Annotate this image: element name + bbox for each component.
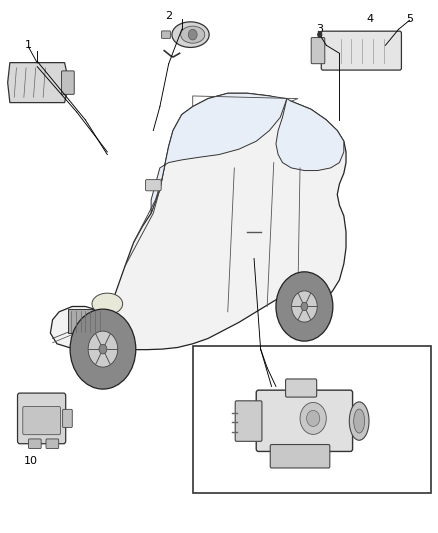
Text: 5: 5 (406, 14, 413, 23)
Text: 4: 4 (367, 14, 374, 23)
FancyBboxPatch shape (61, 71, 74, 94)
Polygon shape (8, 63, 69, 102)
Text: 6: 6 (272, 352, 279, 362)
Circle shape (300, 402, 326, 434)
Circle shape (70, 309, 136, 389)
Ellipse shape (92, 293, 123, 314)
Text: 8: 8 (272, 475, 279, 484)
Circle shape (88, 331, 118, 367)
Circle shape (188, 29, 197, 40)
Polygon shape (276, 99, 344, 171)
Circle shape (99, 344, 107, 354)
Polygon shape (151, 93, 287, 213)
FancyBboxPatch shape (235, 401, 262, 441)
Ellipse shape (172, 22, 209, 47)
FancyBboxPatch shape (256, 390, 353, 451)
Bar (193, 346, 431, 493)
FancyBboxPatch shape (145, 180, 161, 191)
Ellipse shape (349, 402, 369, 440)
Text: 9: 9 (369, 403, 376, 413)
FancyBboxPatch shape (162, 31, 170, 38)
FancyBboxPatch shape (286, 379, 317, 397)
Text: 7: 7 (209, 403, 216, 413)
Text: 2: 2 (165, 11, 172, 21)
Circle shape (292, 291, 317, 322)
FancyBboxPatch shape (23, 407, 60, 435)
FancyBboxPatch shape (311, 37, 325, 63)
FancyBboxPatch shape (321, 31, 401, 70)
FancyBboxPatch shape (270, 445, 330, 468)
FancyBboxPatch shape (18, 393, 66, 443)
Circle shape (276, 272, 333, 341)
FancyBboxPatch shape (46, 439, 59, 449)
Ellipse shape (180, 26, 205, 43)
Polygon shape (50, 93, 346, 350)
FancyBboxPatch shape (68, 309, 105, 333)
FancyBboxPatch shape (63, 409, 72, 427)
FancyBboxPatch shape (28, 439, 41, 449)
Ellipse shape (353, 409, 364, 433)
Text: 3: 3 (316, 25, 323, 34)
Text: 10: 10 (24, 456, 38, 466)
Circle shape (301, 302, 308, 311)
Circle shape (317, 31, 322, 38)
Circle shape (307, 410, 320, 426)
Text: 1: 1 (25, 41, 32, 50)
